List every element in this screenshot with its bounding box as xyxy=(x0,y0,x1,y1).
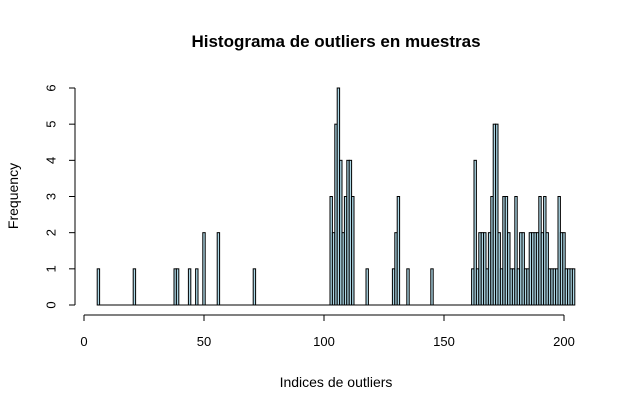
histogram-bar xyxy=(430,268,434,306)
histogram-bar xyxy=(195,268,199,306)
histogram-bar xyxy=(216,232,221,306)
histogram-bar xyxy=(252,268,257,306)
x-tick-label: 50 xyxy=(197,334,211,349)
x-tick-label: 150 xyxy=(433,334,455,349)
y-tick-label: 3 xyxy=(43,193,58,200)
histogram-bar xyxy=(351,196,355,306)
y-tick-label: 5 xyxy=(43,121,58,128)
histogram-bar xyxy=(473,159,477,306)
y-tick-label: 1 xyxy=(43,265,58,272)
y-axis: 0 1 2 3 4 5 6 xyxy=(43,84,76,309)
x-tick-label: 200 xyxy=(553,334,575,349)
histogram-bar xyxy=(571,268,576,306)
y-tick-label: 2 xyxy=(43,229,58,236)
histogram-bar xyxy=(202,232,206,306)
y-axis-label: Frequency xyxy=(5,163,21,229)
histogram-bar xyxy=(132,268,137,306)
histogram-bar xyxy=(365,268,369,306)
histogram-bar xyxy=(514,196,518,306)
y-tick-label: 0 xyxy=(43,301,58,308)
y-tick-label: 6 xyxy=(43,84,58,91)
histogram-bar xyxy=(406,268,410,306)
histogram-bar xyxy=(187,268,192,306)
chart-title: Histograma de outliers en muestras xyxy=(191,32,480,51)
x-axis: 0 50 100 150 200 xyxy=(80,314,575,349)
histogram-bar xyxy=(396,196,401,306)
x-axis-label: Indices de outliers xyxy=(280,374,393,390)
y-tick-label: 4 xyxy=(43,157,58,164)
histogram-bar xyxy=(175,268,180,306)
histogram-bar xyxy=(96,268,101,306)
histogram-bar xyxy=(495,123,499,306)
x-tick-label: 0 xyxy=(80,334,87,349)
x-tick-label: 100 xyxy=(313,334,335,349)
bars-group xyxy=(96,87,576,306)
